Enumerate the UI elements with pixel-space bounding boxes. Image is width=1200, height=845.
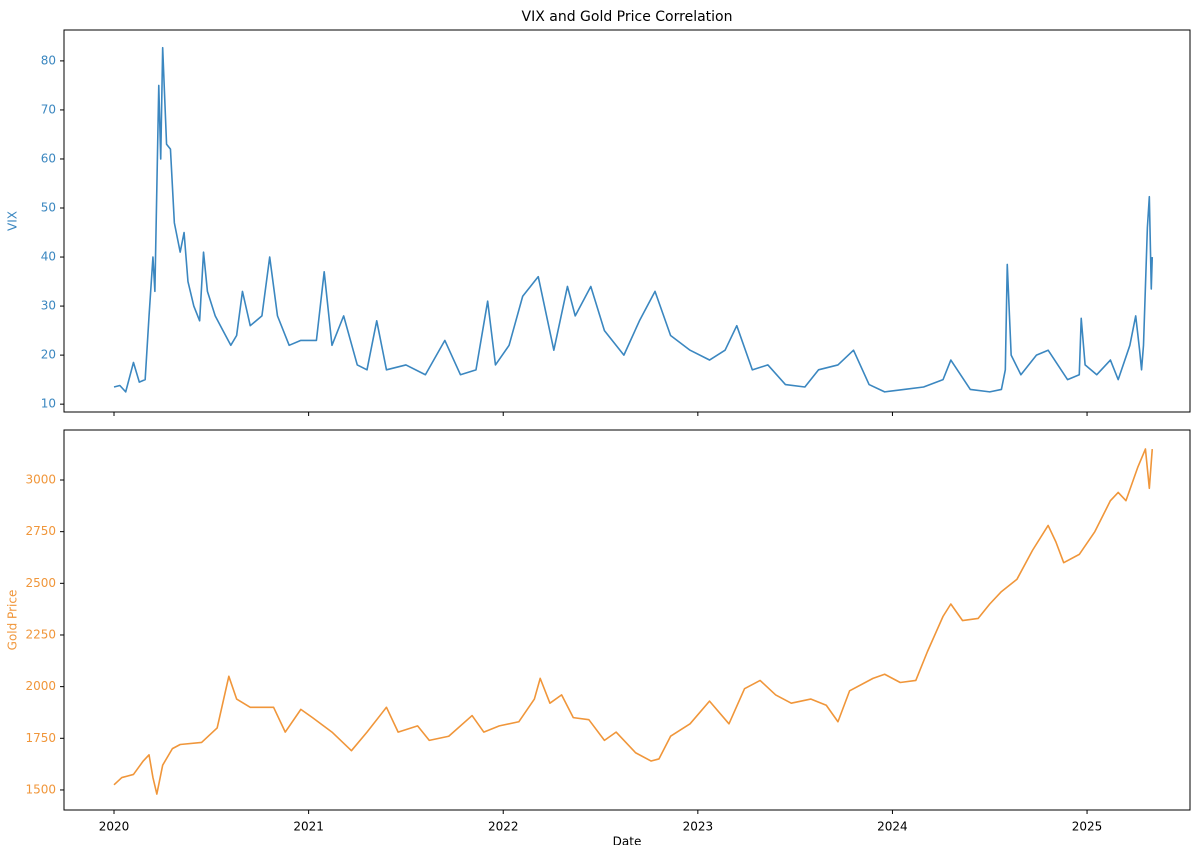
x-tick-label: 2023 [683,820,714,834]
y-tick-label: 60 [41,151,56,165]
y-tick-label: 2500 [25,576,56,590]
y-axis-label: Gold Price [6,590,20,651]
x-tick-label: 2021 [293,820,324,834]
y-tick-label: 20 [41,348,56,362]
y-tick-label: 2000 [25,679,56,693]
y-tick-label: 2750 [25,524,56,538]
y-tick-label: 80 [41,53,56,67]
x-axis-label: Date [613,835,642,845]
data-line [113,46,1154,393]
y-tick-label: 40 [41,250,56,264]
y-tick-label: 30 [41,299,56,313]
x-tick-label: 2020 [99,820,130,834]
x-tick-label: 2024 [877,820,908,834]
chart-title: VIX and Gold Price Correlation [522,9,733,25]
y-tick-label: 2250 [25,627,56,641]
y-tick-label: 1500 [25,782,56,796]
y-tick-label: 70 [41,102,56,116]
x-tick-label: 2022 [488,820,519,834]
y-axis-label: VIX [6,211,20,231]
data-line [113,448,1154,795]
plot-frame [63,29,1191,413]
y-tick-label: 50 [41,201,56,215]
x-tick-label: 2025 [1072,820,1103,834]
plot-frame [63,429,1191,811]
y-tick-label: 10 [41,397,56,411]
y-tick-label: 1750 [25,731,56,745]
y-tick-label: 3000 [25,473,56,487]
